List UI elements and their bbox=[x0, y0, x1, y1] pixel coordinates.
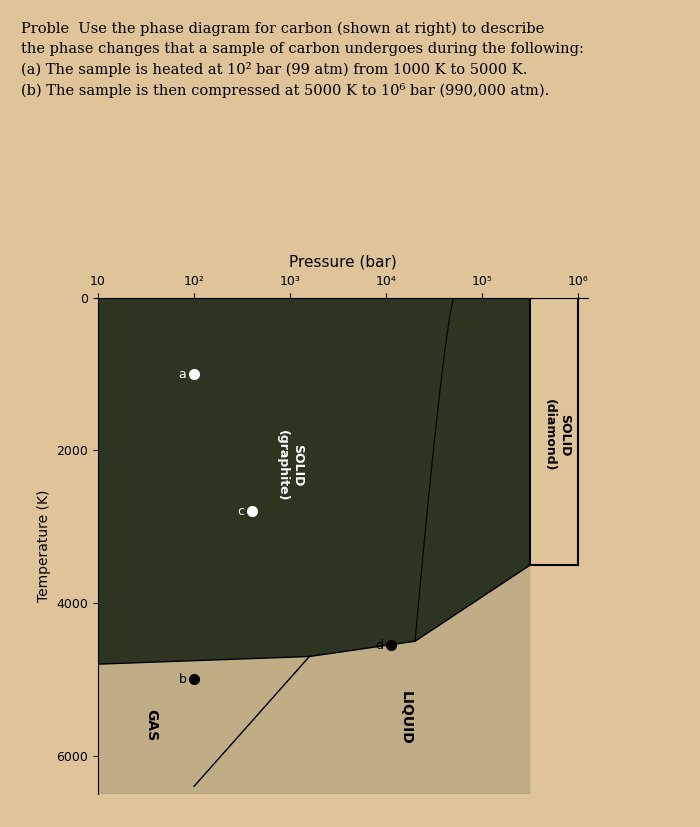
Polygon shape bbox=[98, 565, 531, 794]
Polygon shape bbox=[415, 298, 531, 641]
Text: GAS: GAS bbox=[144, 710, 158, 741]
Text: LIQUID: LIQUID bbox=[398, 691, 412, 744]
Text: c: c bbox=[237, 505, 244, 519]
Text: SOLID
(graphite): SOLID (graphite) bbox=[276, 430, 304, 501]
X-axis label: Pressure (bar): Pressure (bar) bbox=[289, 255, 397, 270]
Y-axis label: Temperature (K): Temperature (K) bbox=[37, 490, 51, 602]
Polygon shape bbox=[98, 657, 309, 786]
Text: SOLID
(diamond): SOLID (diamond) bbox=[543, 399, 571, 471]
Text: a: a bbox=[178, 368, 186, 381]
Polygon shape bbox=[98, 298, 454, 664]
Text: d: d bbox=[375, 639, 384, 652]
Text: Proble  Use the phase diagram for carbon (shown at right) to describe
the phase : Proble Use the phase diagram for carbon … bbox=[21, 22, 584, 98]
Polygon shape bbox=[98, 298, 531, 794]
Text: b: b bbox=[178, 673, 186, 686]
